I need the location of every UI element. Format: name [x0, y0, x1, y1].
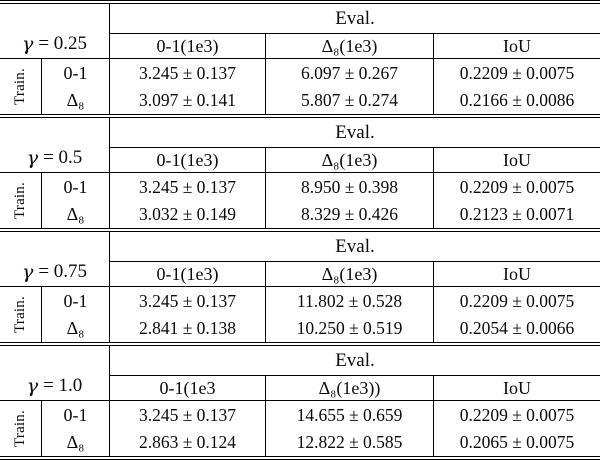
value-cell: 0.2054 ± 0.0066: [433, 315, 600, 342]
row-label-01: 0-1: [42, 287, 110, 315]
gamma-symbol: γ: [26, 147, 39, 169]
gamma-symbol: γ: [26, 375, 39, 397]
gamma-label: γ = 0.5: [0, 118, 110, 173]
train-label-text: Train.: [12, 68, 28, 105]
value-cell: 5.807 ± 0.274: [265, 87, 433, 114]
gamma-block-075: γ = 0.75 Eval. 0-1(1e3) Δ₈(1e3) IoU Trai…: [0, 228, 600, 342]
gamma-symbol: γ: [21, 33, 34, 55]
row-label-01: 0-1: [42, 401, 110, 429]
value-cell: 0.2209 ± 0.0075: [433, 59, 600, 87]
column-header-delta8: Δ₈(1e3): [265, 262, 433, 287]
row-label-delta8: Δ₈: [42, 315, 110, 342]
row-label-delta8: Δ₈: [42, 429, 110, 456]
column-header-01: 0-1(1e3): [110, 34, 265, 59]
gamma-value: = 0.5: [43, 147, 83, 168]
column-header-01: 0-1(1e3: [110, 376, 265, 401]
train-label: Train.: [0, 59, 42, 114]
train-label: Train.: [0, 401, 42, 456]
gamma-value: = 1.0: [43, 375, 83, 396]
train-label-text: Train.: [12, 410, 28, 447]
row-label-delta8: Δ₈: [42, 201, 110, 228]
value-cell: 0.2166 ± 0.0086: [433, 87, 600, 114]
value-cell: 11.802 ± 0.528: [265, 287, 433, 315]
eval-header: Eval.: [110, 118, 600, 148]
column-header-delta8: Δ₈(1e3): [265, 148, 433, 173]
eval-header: Eval.: [110, 346, 600, 376]
row-label-delta8: Δ₈: [42, 87, 110, 114]
gamma-label: γ = 0.75: [0, 232, 110, 287]
value-cell: 0.2123 ± 0.0071: [433, 201, 600, 228]
value-cell: 8.329 ± 0.426: [265, 201, 433, 228]
train-label-text: Train.: [12, 182, 28, 219]
gamma-symbol: γ: [21, 261, 34, 283]
value-cell: 2.841 ± 0.138: [138, 318, 237, 338]
eval-header: Eval.: [110, 232, 600, 262]
value-cell: 2.863 ± 0.124: [138, 432, 237, 452]
value-cell: 3.097 ± 0.141: [138, 90, 237, 110]
column-header-delta8: Δ₈(1e3): [265, 34, 433, 59]
value-cell: 0.2209 ± 0.0075: [433, 287, 600, 315]
gamma-block-025: γ = 0.25 Eval. 0-1(1e3) Δ₈(1e3) IoU Trai…: [0, 0, 600, 114]
value-cell: 0.2065 ± 0.0075: [433, 429, 600, 456]
gamma-value: = 0.75: [38, 261, 88, 282]
eval-header: Eval.: [110, 4, 600, 34]
column-header-iou: IoU: [433, 148, 600, 173]
column-header-iou: IoU: [433, 34, 600, 59]
column-header-iou: IoU: [433, 376, 600, 401]
gamma-block-10: γ = 1.0 Eval. 0-1(1e3 Δ₈(1e3)) IoU Train…: [0, 342, 600, 456]
value-cell: 14.655 ± 0.659: [265, 401, 433, 429]
value-cell: 0.2209 ± 0.0075: [433, 401, 600, 429]
value-cell: 6.097 ± 0.267: [265, 59, 433, 87]
value-cell: 3.245 ± 0.137: [138, 176, 237, 197]
value-cell: 3.245 ± 0.137: [138, 290, 237, 311]
value-cell: 3.032 ± 0.149: [138, 204, 237, 224]
train-label: Train.: [0, 287, 42, 342]
column-header-01: 0-1(1e3): [110, 262, 265, 287]
column-header-01: 0-1(1e3): [110, 148, 265, 173]
row-label-01: 0-1: [42, 173, 110, 201]
value-cell: 3.245 ± 0.137: [138, 404, 237, 425]
value-cell: 0.2209 ± 0.0075: [433, 173, 600, 201]
value-cell: 8.950 ± 0.398: [265, 173, 433, 201]
column-header-delta8: Δ₈(1e3)): [265, 376, 433, 401]
column-header-iou: IoU: [433, 262, 600, 287]
train-label: Train.: [0, 173, 42, 228]
value-cell: 10.250 ± 0.519: [265, 315, 433, 342]
train-label-text: Train.: [12, 296, 28, 333]
gamma-label: γ = 1.0: [0, 346, 110, 401]
value-cell: 12.822 ± 0.585: [265, 429, 433, 456]
value-cell: 3.245 ± 0.137: [138, 62, 237, 83]
row-label-01: 0-1: [42, 59, 110, 87]
gamma-value: = 0.25: [38, 33, 88, 54]
gamma-label: γ = 0.25: [0, 4, 110, 59]
gamma-block-05: γ = 0.5 Eval. 0-1(1e3) Δ₈(1e3) IoU Train…: [0, 114, 600, 228]
